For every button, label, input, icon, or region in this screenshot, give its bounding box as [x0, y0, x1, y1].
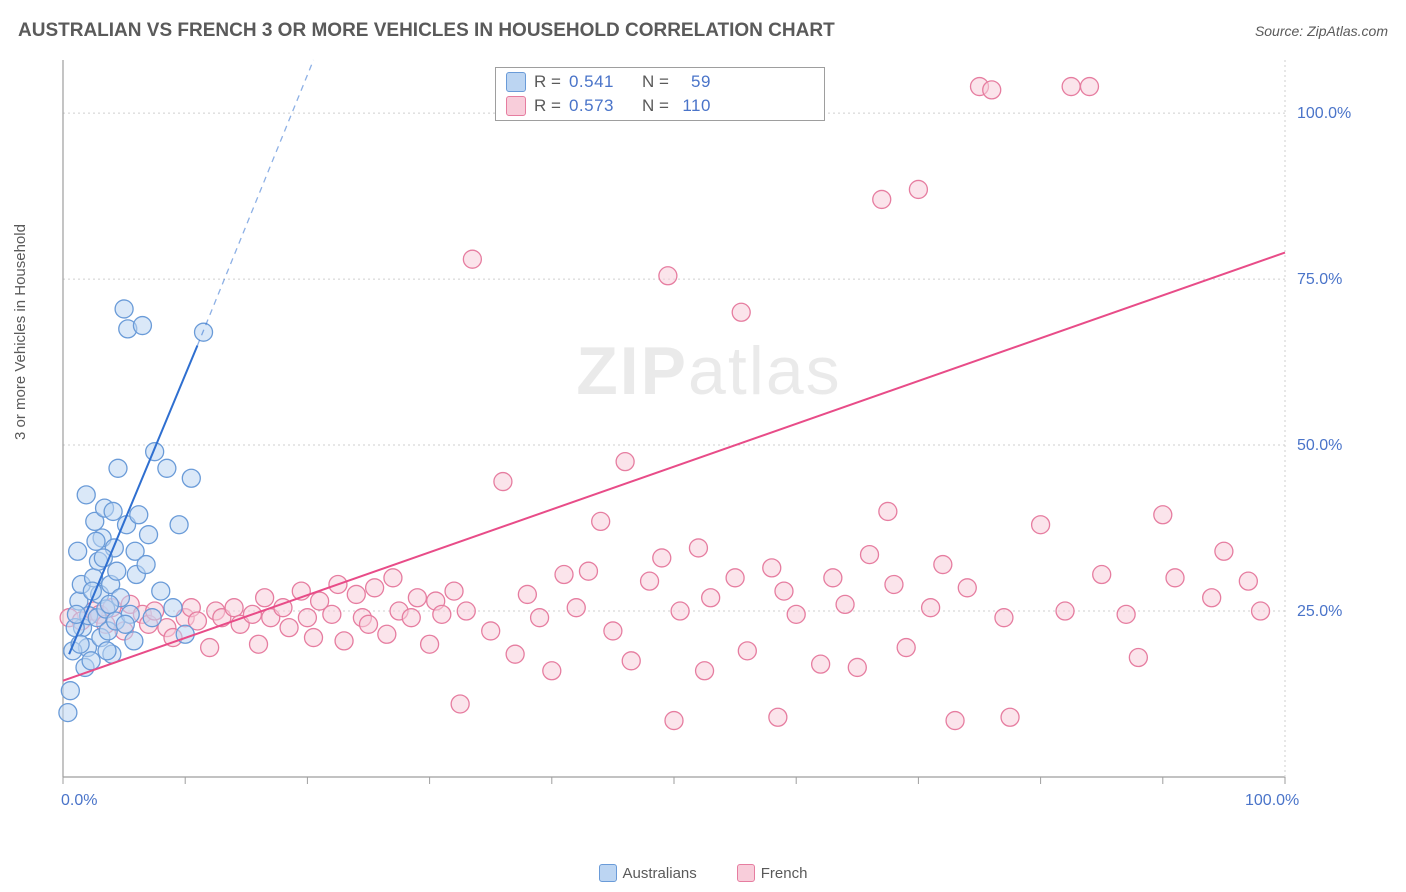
r-value: 0.541	[569, 72, 614, 92]
legend-label: French	[761, 865, 808, 882]
r-label: R =	[534, 96, 561, 116]
r-label: R =	[534, 72, 561, 92]
chart-title: AUSTRALIAN VS FRENCH 3 OR MORE VEHICLES …	[18, 20, 835, 42]
y-axis-label: 3 or more Vehicles in Household	[12, 224, 29, 440]
legend-entry: French	[737, 864, 808, 882]
series-swatch	[506, 96, 526, 116]
series-legend: Australians French	[0, 864, 1406, 882]
correlation-box: R = 0.541 N = 59 R = 0.573 N = 110	[495, 67, 825, 121]
svg-text:50.0%: 50.0%	[1297, 437, 1342, 454]
legend-entry: Australians	[599, 864, 697, 882]
n-label: N =	[642, 72, 669, 92]
svg-text:100.0%: 100.0%	[1245, 792, 1299, 809]
n-label: N =	[642, 96, 669, 116]
svg-text:0.0%: 0.0%	[61, 792, 97, 809]
legend-swatch	[599, 864, 617, 882]
correlation-row: R = 0.541 N = 59	[496, 70, 824, 94]
series-swatch	[506, 72, 526, 92]
n-value: 59	[677, 72, 711, 92]
svg-text:100.0%: 100.0%	[1297, 105, 1351, 122]
plot-area: 25.0%50.0%75.0%100.0%0.0%100.0% ZIPatlas…	[55, 55, 1355, 827]
n-value: 110	[677, 96, 711, 116]
chart-svg: 25.0% 50.0% 75.0% 100.0% 0.0% 100.0%	[55, 55, 1355, 827]
svg-text:25.0%: 25.0%	[1297, 603, 1342, 620]
svg-text:75.0%: 75.0%	[1297, 271, 1342, 288]
r-value: 0.573	[569, 96, 614, 116]
chart-source: Source: ZipAtlas.com	[1255, 23, 1388, 39]
legend-swatch	[737, 864, 755, 882]
correlation-row: R = 0.573 N = 110	[496, 94, 824, 118]
legend-label: Australians	[623, 865, 697, 882]
